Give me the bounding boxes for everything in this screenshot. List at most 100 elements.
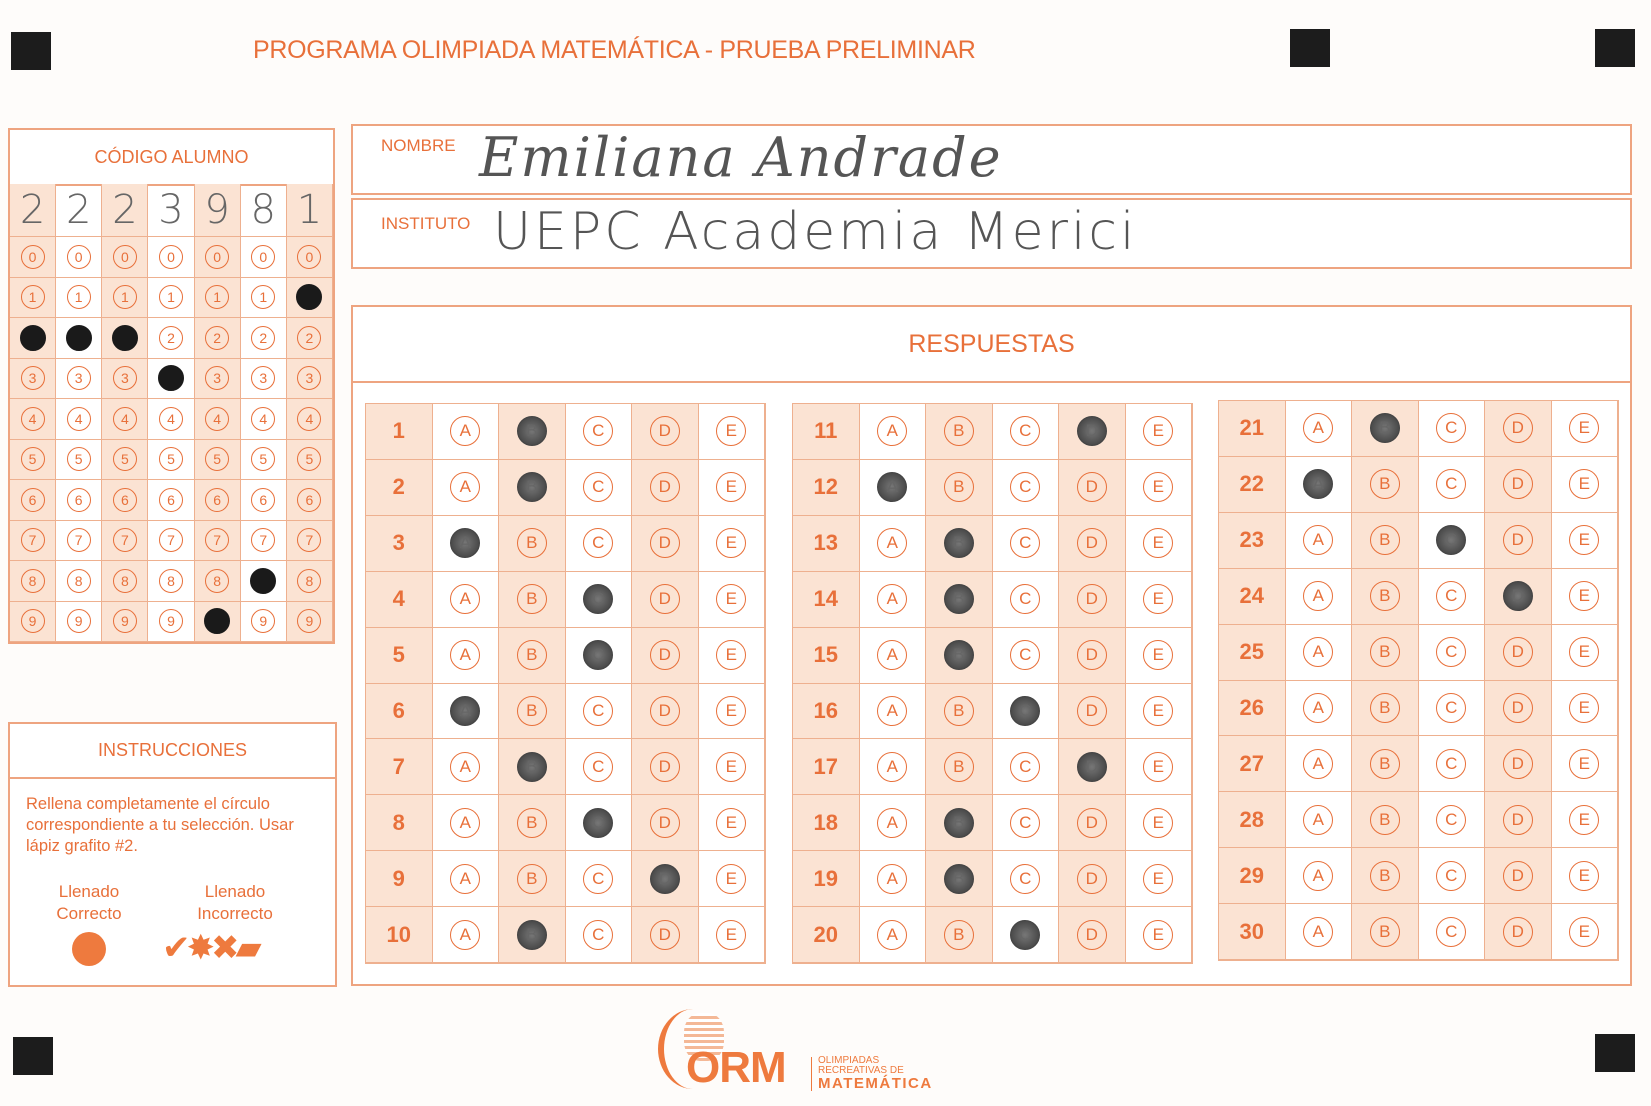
answer-bubble[interactable]: B <box>943 695 974 726</box>
code-bubble[interactable]: 4 <box>205 406 230 431</box>
code-bubble-filled[interactable]: 8 <box>250 567 277 594</box>
answer-bubble[interactable]: A <box>450 640 481 671</box>
answer-bubble[interactable]: A <box>1303 916 1334 947</box>
code-bubble[interactable]: 2 <box>158 325 183 350</box>
answer-bubble[interactable]: A <box>450 807 481 838</box>
answer-bubble[interactable]: E <box>1143 472 1174 503</box>
answer-bubble[interactable]: B <box>516 807 547 838</box>
code-bubble[interactable]: 6 <box>20 487 45 512</box>
code-bubble[interactable]: 4 <box>158 406 183 431</box>
code-bubble[interactable]: 3 <box>66 366 91 391</box>
code-bubble[interactable]: 0 <box>297 244 322 269</box>
answer-bubble[interactable]: D <box>1502 860 1533 891</box>
answer-bubble[interactable]: C <box>583 695 614 726</box>
answer-bubble[interactable]: B <box>1369 637 1400 668</box>
answer-bubble[interactable]: C <box>1010 472 1041 503</box>
answer-bubble[interactable]: C <box>1010 528 1041 559</box>
answer-bubble[interactable]: C <box>583 919 614 950</box>
answer-bubble[interactable]: E <box>716 863 747 894</box>
answer-bubble[interactable]: C <box>1010 807 1041 838</box>
code-bubble[interactable]: 6 <box>297 487 322 512</box>
answer-bubble[interactable]: A <box>877 919 908 950</box>
code-bubble[interactable]: 8 <box>297 568 322 593</box>
answer-bubble[interactable]: C <box>583 751 614 782</box>
answer-bubble[interactable]: E <box>1143 640 1174 671</box>
code-bubble[interactable]: 8 <box>205 568 230 593</box>
answer-bubble-selected[interactable]: D <box>1502 581 1533 612</box>
answer-bubble[interactable]: E <box>716 919 747 950</box>
code-bubble-filled[interactable]: 9 <box>204 608 231 635</box>
answer-bubble[interactable]: B <box>943 751 974 782</box>
answer-bubble[interactable]: E <box>1143 584 1174 615</box>
code-bubble[interactable]: 3 <box>297 366 322 391</box>
answer-bubble-selected[interactable]: B <box>943 584 974 615</box>
answer-bubble-selected[interactable]: B <box>516 751 547 782</box>
code-bubble-filled[interactable]: 2 <box>111 324 138 351</box>
answer-bubble[interactable]: B <box>1369 804 1400 835</box>
answer-bubble-selected[interactable]: D <box>649 863 680 894</box>
answer-bubble[interactable]: D <box>1076 472 1107 503</box>
code-bubble[interactable]: 9 <box>297 609 322 634</box>
answer-bubble[interactable]: D <box>1502 413 1533 444</box>
code-bubble[interactable]: 7 <box>297 528 322 553</box>
code-bubble[interactable]: 5 <box>66 447 91 472</box>
answer-bubble[interactable]: C <box>1436 916 1467 947</box>
answer-bubble[interactable]: B <box>1369 692 1400 723</box>
code-bubble[interactable]: 4 <box>297 406 322 431</box>
answer-bubble[interactable]: A <box>877 640 908 671</box>
code-bubble[interactable]: 3 <box>251 366 276 391</box>
answer-bubble[interactable]: D <box>1076 863 1107 894</box>
answer-bubble[interactable]: B <box>516 863 547 894</box>
code-bubble[interactable]: 8 <box>112 568 137 593</box>
code-bubble[interactable]: 5 <box>20 447 45 472</box>
answer-bubble[interactable]: A <box>450 751 481 782</box>
answer-bubble[interactable]: D <box>1076 919 1107 950</box>
answer-bubble[interactable]: A <box>877 528 908 559</box>
code-bubble[interactable]: 5 <box>112 447 137 472</box>
answer-bubble[interactable]: C <box>1436 413 1467 444</box>
answer-bubble[interactable]: D <box>1502 469 1533 500</box>
answer-bubble[interactable]: E <box>1569 692 1600 723</box>
answer-bubble[interactable]: E <box>716 807 747 838</box>
answer-bubble-selected[interactable]: B <box>943 863 974 894</box>
answer-bubble[interactable]: B <box>1369 525 1400 556</box>
code-bubble[interactable]: 2 <box>251 325 276 350</box>
answer-bubble[interactable]: A <box>877 584 908 615</box>
answer-bubble-selected[interactable]: D <box>1076 416 1107 447</box>
answer-bubble[interactable]: B <box>516 584 547 615</box>
answer-bubble-selected[interactable]: B <box>516 472 547 503</box>
code-bubble[interactable]: 2 <box>297 325 322 350</box>
code-bubble[interactable]: 7 <box>66 528 91 553</box>
code-bubble[interactable]: 3 <box>20 366 45 391</box>
code-bubble[interactable]: 5 <box>251 447 276 472</box>
code-bubble[interactable]: 1 <box>20 285 45 310</box>
answer-bubble-selected[interactable]: C <box>583 640 614 671</box>
answer-bubble[interactable]: D <box>649 416 680 447</box>
answer-bubble[interactable]: D <box>649 640 680 671</box>
answer-bubble[interactable]: A <box>450 584 481 615</box>
answer-bubble[interactable]: D <box>1502 916 1533 947</box>
answer-bubble[interactable]: A <box>1303 804 1334 835</box>
answer-bubble-selected[interactable]: D <box>1076 751 1107 782</box>
answer-bubble[interactable]: E <box>1569 637 1600 668</box>
answer-bubble[interactable]: D <box>1502 637 1533 668</box>
answer-bubble[interactable]: D <box>649 472 680 503</box>
answer-bubble-selected[interactable]: B <box>943 528 974 559</box>
answer-bubble[interactable]: A <box>1303 525 1334 556</box>
code-bubble[interactable]: 8 <box>158 568 183 593</box>
code-bubble[interactable]: 7 <box>112 528 137 553</box>
answer-bubble[interactable]: E <box>1143 863 1174 894</box>
code-bubble[interactable]: 6 <box>66 487 91 512</box>
answer-bubble[interactable]: E <box>716 695 747 726</box>
answer-bubble[interactable]: A <box>1303 860 1334 891</box>
code-written-cell[interactable]: 3 <box>148 184 195 237</box>
code-bubble[interactable]: 6 <box>251 487 276 512</box>
answer-bubble[interactable]: D <box>649 807 680 838</box>
code-written-cell[interactable]: 2 <box>56 184 103 237</box>
answer-bubble[interactable]: E <box>1569 413 1600 444</box>
code-bubble[interactable]: 6 <box>205 487 230 512</box>
answer-bubble-selected[interactable]: C <box>1010 919 1041 950</box>
code-bubble[interactable]: 9 <box>158 609 183 634</box>
code-written-cell[interactable]: 9 <box>194 184 241 237</box>
answer-bubble[interactable]: A <box>877 751 908 782</box>
